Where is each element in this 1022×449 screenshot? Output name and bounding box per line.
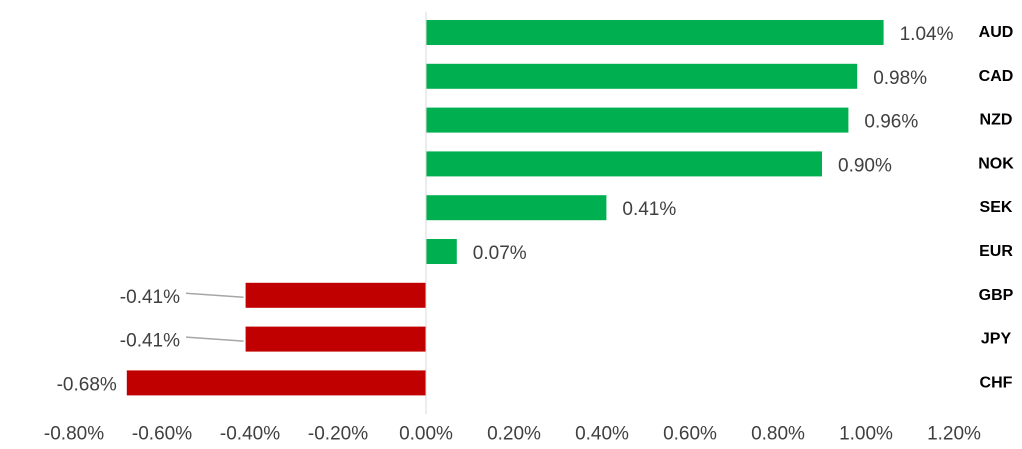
value-label-chf: -0.68%: [57, 374, 117, 395]
category-label-aud: AUD: [979, 24, 1014, 41]
bars-group: [126, 20, 884, 396]
x-tick-label: 1.00%: [839, 424, 893, 445]
value-label-jpy: -0.41%: [120, 331, 180, 352]
value-label-nzd: 0.96%: [864, 112, 918, 133]
bar-chf: [126, 370, 427, 396]
value-label-eur: 0.07%: [473, 243, 527, 264]
category-label-chf: CHF: [980, 374, 1013, 391]
bar-sek: [426, 195, 607, 221]
category-label-sek: SEK: [980, 199, 1013, 216]
bar-nok: [426, 151, 822, 177]
x-tick-label: -0.20%: [308, 424, 368, 445]
value-labels-group: 1.04% 0.98% 0.96% 0.90% 0.41% 0.07% -0.41% -0.4…: [57, 24, 954, 395]
category-label-nok: NOK: [978, 155, 1014, 172]
bar-cad: [426, 63, 858, 89]
value-label-nok: 0.90%: [838, 155, 892, 176]
x-tick-label: -0.40%: [220, 424, 280, 445]
category-label-nzd: NZD: [980, 112, 1013, 129]
x-tick-label: 0.40%: [575, 424, 629, 445]
x-tick-label: 0.00%: [399, 424, 453, 445]
bar-gbp: [245, 282, 426, 308]
x-tick-label: -0.80%: [44, 424, 104, 445]
category-label-cad: CAD: [979, 68, 1014, 85]
x-tick-label: 0.60%: [663, 424, 717, 445]
category-label-jpy: JPY: [981, 331, 1012, 348]
value-label-cad: 0.98%: [873, 68, 927, 89]
value-label-sek: 0.41%: [622, 199, 676, 220]
leader-lines-group: [185, 292, 244, 342]
x-tick-label: 0.20%: [487, 424, 541, 445]
x-tick-label: 0.80%: [751, 424, 805, 445]
bar-nzd: [426, 107, 849, 133]
bar-aud: [426, 20, 884, 45]
category-label-gbp: GBP: [979, 287, 1014, 304]
value-label-gbp: -0.41%: [120, 287, 180, 308]
leader-line-jpy: [185, 336, 244, 342]
leader-line-gbp: [185, 292, 244, 299]
value-label-aud: 1.04%: [900, 24, 954, 45]
category-label-eur: EUR: [979, 243, 1013, 260]
category-labels-group: AUD CAD NZD NOK SEK EUR GBP JPY CHF: [978, 24, 1014, 391]
bar-eur: [426, 239, 457, 264]
bar-jpy: [245, 326, 426, 352]
x-tick-label: -0.60%: [132, 424, 192, 445]
x-axis-ticks-group: -0.80% -0.60% -0.40% -0.20% 0.00% 0.20% 0.40% 0…: [44, 424, 981, 445]
x-tick-label: 1.20%: [927, 424, 981, 445]
